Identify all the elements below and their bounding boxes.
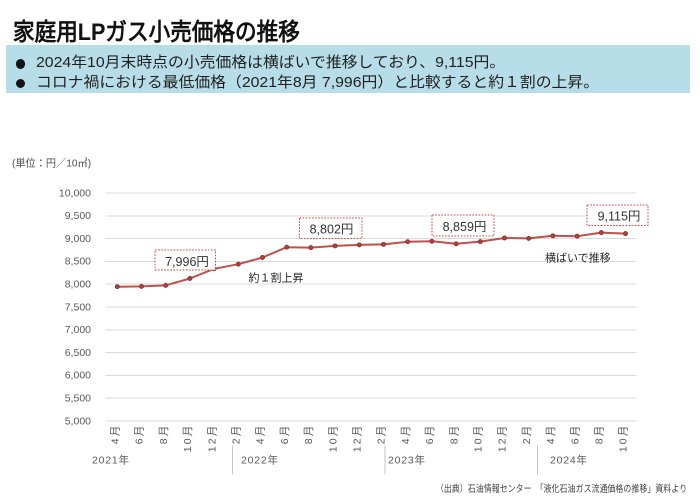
svg-text:8月: 8月 — [303, 424, 315, 445]
svg-text:7,500: 7,500 — [65, 301, 91, 313]
svg-text:8月: 8月 — [448, 424, 460, 445]
svg-text:横ばいで推移: 横ばいで推移 — [545, 251, 611, 265]
svg-text:約１割上昇: 約１割上昇 — [249, 271, 304, 285]
svg-text:5,500: 5,500 — [65, 393, 91, 405]
svg-text:8,859円: 8,859円 — [443, 220, 487, 234]
svg-text:8月: 8月 — [158, 424, 170, 445]
svg-text:12月: 12月 — [206, 424, 218, 453]
svg-text:2024年: 2024年 — [550, 453, 588, 466]
svg-text:4月: 4月 — [110, 424, 122, 445]
svg-text:6月: 6月 — [134, 424, 146, 445]
svg-text:5,000: 5,000 — [65, 415, 91, 427]
svg-text:2月: 2月 — [376, 424, 388, 445]
svg-text:2022年: 2022年 — [241, 453, 279, 466]
svg-text:4月: 4月 — [255, 424, 267, 445]
svg-text:(単位：円／10㎥): (単位：円／10㎥) — [12, 156, 91, 169]
svg-text:8,802円: 8,802円 — [310, 223, 354, 237]
svg-text:6月: 6月 — [279, 424, 291, 445]
svg-text:10月: 10月 — [473, 424, 485, 453]
svg-text:2月: 2月 — [521, 424, 533, 445]
svg-text:7,996円: 7,996円 — [165, 255, 209, 269]
svg-text:12月: 12月 — [352, 424, 364, 453]
svg-text:9,000: 9,000 — [65, 233, 91, 245]
svg-text:6月: 6月 — [424, 424, 436, 445]
svg-text:10月: 10月 — [618, 424, 630, 453]
svg-text:8,000: 8,000 — [65, 279, 91, 291]
svg-text:12月: 12月 — [497, 424, 509, 453]
svg-text:8,500: 8,500 — [65, 256, 91, 268]
svg-text:7,000: 7,000 — [65, 324, 91, 336]
svg-text:10月: 10月 — [182, 424, 194, 453]
svg-text:4月: 4月 — [545, 424, 557, 445]
svg-text:9,115円: 9,115円 — [598, 210, 641, 224]
svg-text:10月: 10月 — [327, 424, 339, 453]
svg-text:10,000: 10,000 — [59, 187, 91, 199]
svg-text:4月: 4月 — [400, 424, 412, 445]
svg-text:9,500: 9,500 — [65, 210, 91, 222]
svg-text:6月: 6月 — [569, 424, 581, 445]
svg-text:2021年: 2021年 — [92, 453, 130, 466]
svg-text:2023年: 2023年 — [388, 453, 426, 466]
svg-text:6,500: 6,500 — [65, 347, 91, 359]
svg-text:2月: 2月 — [231, 424, 243, 445]
svg-text:8月: 8月 — [594, 424, 606, 445]
svg-text:6,000: 6,000 — [65, 370, 91, 382]
